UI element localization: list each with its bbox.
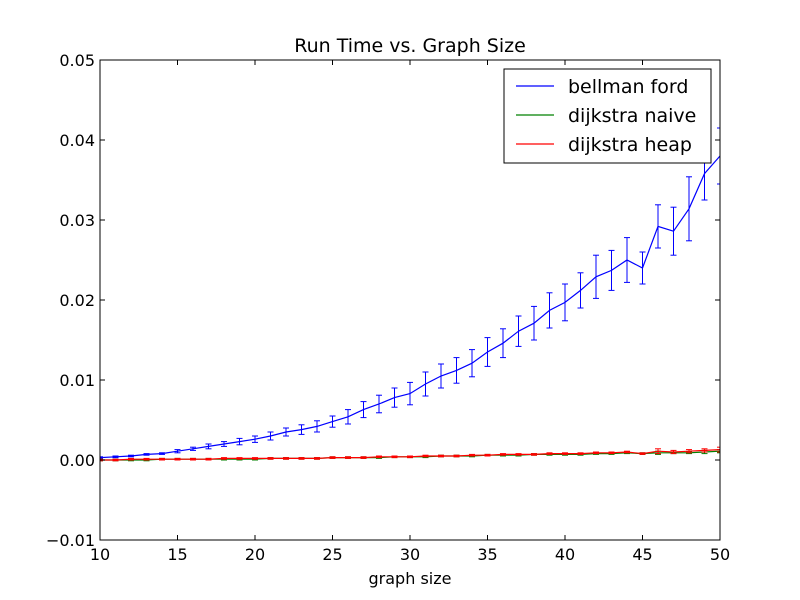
x-tick-label: 10 xyxy=(90,545,110,564)
x-tick-label: 45 xyxy=(632,545,652,564)
chart-title: Run Time vs. Graph Size xyxy=(294,35,526,57)
series-group-0 xyxy=(100,127,720,459)
x-tick-label: 20 xyxy=(245,545,265,564)
series-line xyxy=(100,449,720,461)
y-tick-label: 0.01 xyxy=(59,371,95,390)
x-tick-label: 50 xyxy=(710,545,730,564)
x-tick-label: 35 xyxy=(477,545,497,564)
series-line xyxy=(100,155,720,459)
plot-frame xyxy=(99,59,721,541)
legend-label: dijkstra heap xyxy=(568,134,692,156)
x-axis-label: graph size xyxy=(369,569,452,588)
x-tick-label: 40 xyxy=(555,545,575,564)
y-tick-label: 0.03 xyxy=(59,211,95,230)
legend-label: bellman ford xyxy=(568,76,688,98)
x-tick-label: 25 xyxy=(322,545,342,564)
legend-label: dijkstra naive xyxy=(568,105,696,127)
legend: bellman ford dijkstra naive dijkstra heap xyxy=(503,68,712,164)
series-group-2 xyxy=(100,446,720,462)
legend-box xyxy=(503,68,712,164)
y-tick-label: 0.02 xyxy=(59,291,95,310)
y-tick-label: −0.01 xyxy=(46,531,95,550)
x-tick-label: 15 xyxy=(167,545,187,564)
y-tick-label: 0.00 xyxy=(59,451,95,470)
tick-layer: 10 15 20 25 30 35 40 45 50 −0.01 0.00 0.01 0.02 0.03 0… xyxy=(46,51,730,564)
x-tick-label: 30 xyxy=(400,545,420,564)
y-tick-label: 0.04 xyxy=(59,131,95,150)
data-layer xyxy=(100,127,720,462)
y-tick-label: 0.05 xyxy=(59,51,95,70)
